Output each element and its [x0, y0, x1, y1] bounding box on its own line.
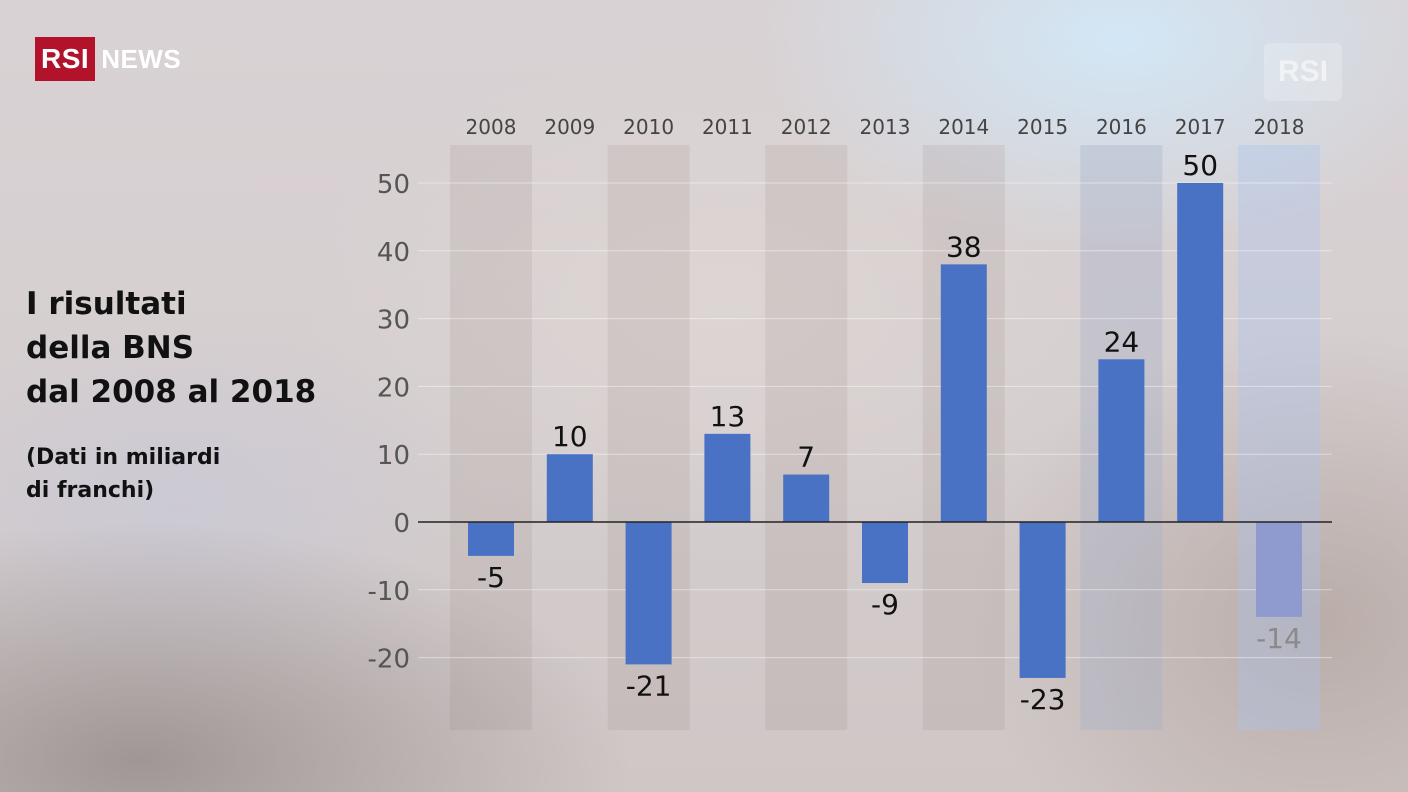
- chart-title: I risultati della BNS dal 2008 al 2018: [26, 282, 346, 414]
- column-band-2018: [1238, 145, 1320, 730]
- data-label: 38: [946, 230, 982, 263]
- y-tick-label: 20: [377, 373, 410, 403]
- bar-2012: [783, 474, 830, 522]
- title-line-2: della BNS: [26, 330, 195, 366]
- rsi-news-logo: RSI NEWS: [35, 37, 181, 81]
- bar-2018: [1256, 522, 1302, 617]
- title-line-3: dal 2008 al 2018: [26, 374, 317, 410]
- x-tick-label: 2010: [623, 115, 674, 139]
- x-tick-label: 2012: [781, 115, 832, 139]
- x-tick-label: 2014: [938, 115, 989, 139]
- data-label: -9: [871, 588, 899, 621]
- data-label: 50: [1182, 149, 1218, 182]
- x-tick-label: 2013: [860, 115, 911, 139]
- data-label: -23: [1020, 683, 1066, 716]
- x-tick-label: 2009: [544, 115, 595, 139]
- news-label: NEWS: [101, 43, 182, 74]
- x-tick-label: 2016: [1096, 115, 1147, 139]
- bar-2017: [1177, 183, 1224, 522]
- bar-2014: [940, 264, 987, 522]
- y-tick-label: 40: [377, 238, 410, 268]
- bar-2010: [625, 522, 672, 665]
- column-band-2008: [450, 145, 532, 730]
- y-tick-label: 30: [377, 306, 410, 336]
- subtitle-line-1: (Dati in miliardi: [26, 445, 221, 470]
- bar-2016: [1098, 359, 1145, 522]
- data-label: 10: [552, 420, 588, 453]
- x-tick-label: 2008: [466, 115, 517, 139]
- x-tick-label: 2015: [1017, 115, 1068, 139]
- chart-subtitle: (Dati in miliardi di franchi): [26, 441, 220, 507]
- data-label: 13: [710, 400, 746, 433]
- y-tick-label: 10: [377, 441, 410, 471]
- y-tick-label: 50: [377, 170, 410, 200]
- rsi-watermark-logo: RSI: [1264, 43, 1342, 101]
- bar-2013: [862, 522, 908, 584]
- bar-2009: [546, 454, 593, 522]
- data-label: -14: [1256, 622, 1302, 655]
- column-band-2012: [765, 145, 848, 730]
- rsi-logo-box: RSI: [35, 37, 96, 81]
- x-tick-label: 2017: [1175, 115, 1226, 139]
- data-label: 7: [797, 441, 815, 474]
- bar-2015: [1019, 522, 1066, 678]
- title-line-1: I risultati: [26, 286, 187, 322]
- x-tick-label: 2011: [702, 115, 753, 139]
- bar-2011: [704, 433, 751, 522]
- subtitle-line-2: di franchi): [26, 478, 155, 503]
- data-label: -21: [626, 669, 672, 702]
- bar-2008: [468, 522, 514, 556]
- y-tick-label: 0: [393, 509, 410, 539]
- data-label: -5: [477, 561, 505, 594]
- y-tick-label: -20: [368, 645, 410, 675]
- data-label: 24: [1104, 325, 1140, 358]
- x-tick-label: 2018: [1254, 115, 1305, 139]
- y-tick-label: -10: [368, 577, 410, 607]
